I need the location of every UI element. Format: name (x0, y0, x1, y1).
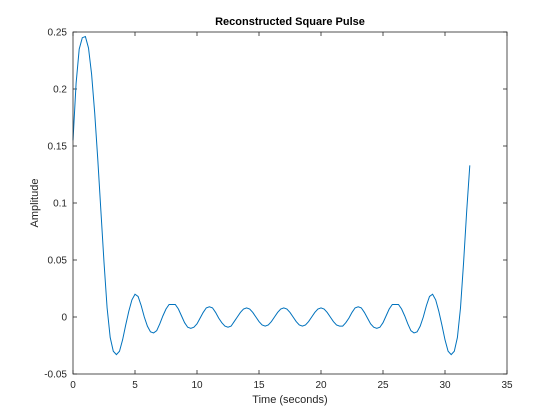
series-line (72, 35, 471, 356)
x-tick-label-4: 20 (315, 380, 327, 391)
y-tick-label-2: 0.05 (48, 256, 68, 267)
x-tick-label-6: 30 (439, 380, 451, 391)
y-tick-label-5: 0.2 (53, 85, 67, 96)
x-tick-label-3: 15 (253, 380, 265, 391)
y-tick-label-4: 0.15 (48, 142, 68, 153)
y-tick-label-6: 0.25 (48, 28, 68, 39)
y-tick-label-1: 0 (61, 313, 67, 324)
x-tick-label-2: 10 (191, 380, 203, 391)
x-tick-label-1: 5 (132, 380, 138, 391)
chart-title: Reconstructed Square Pulse (215, 16, 365, 28)
y-axis-label: Amplitude (29, 179, 41, 228)
y-tick-label-0: -0.05 (44, 370, 67, 381)
x-tick-label-5: 25 (377, 380, 389, 391)
x-tick-label-7: 35 (501, 380, 513, 391)
x-tick-label-0: 0 (70, 380, 76, 391)
y-tick-label-3: 0.1 (53, 199, 67, 210)
plot-frame (72, 31, 508, 375)
x-axis-label: Time (seconds) (252, 394, 327, 406)
plot-area (73, 32, 507, 374)
